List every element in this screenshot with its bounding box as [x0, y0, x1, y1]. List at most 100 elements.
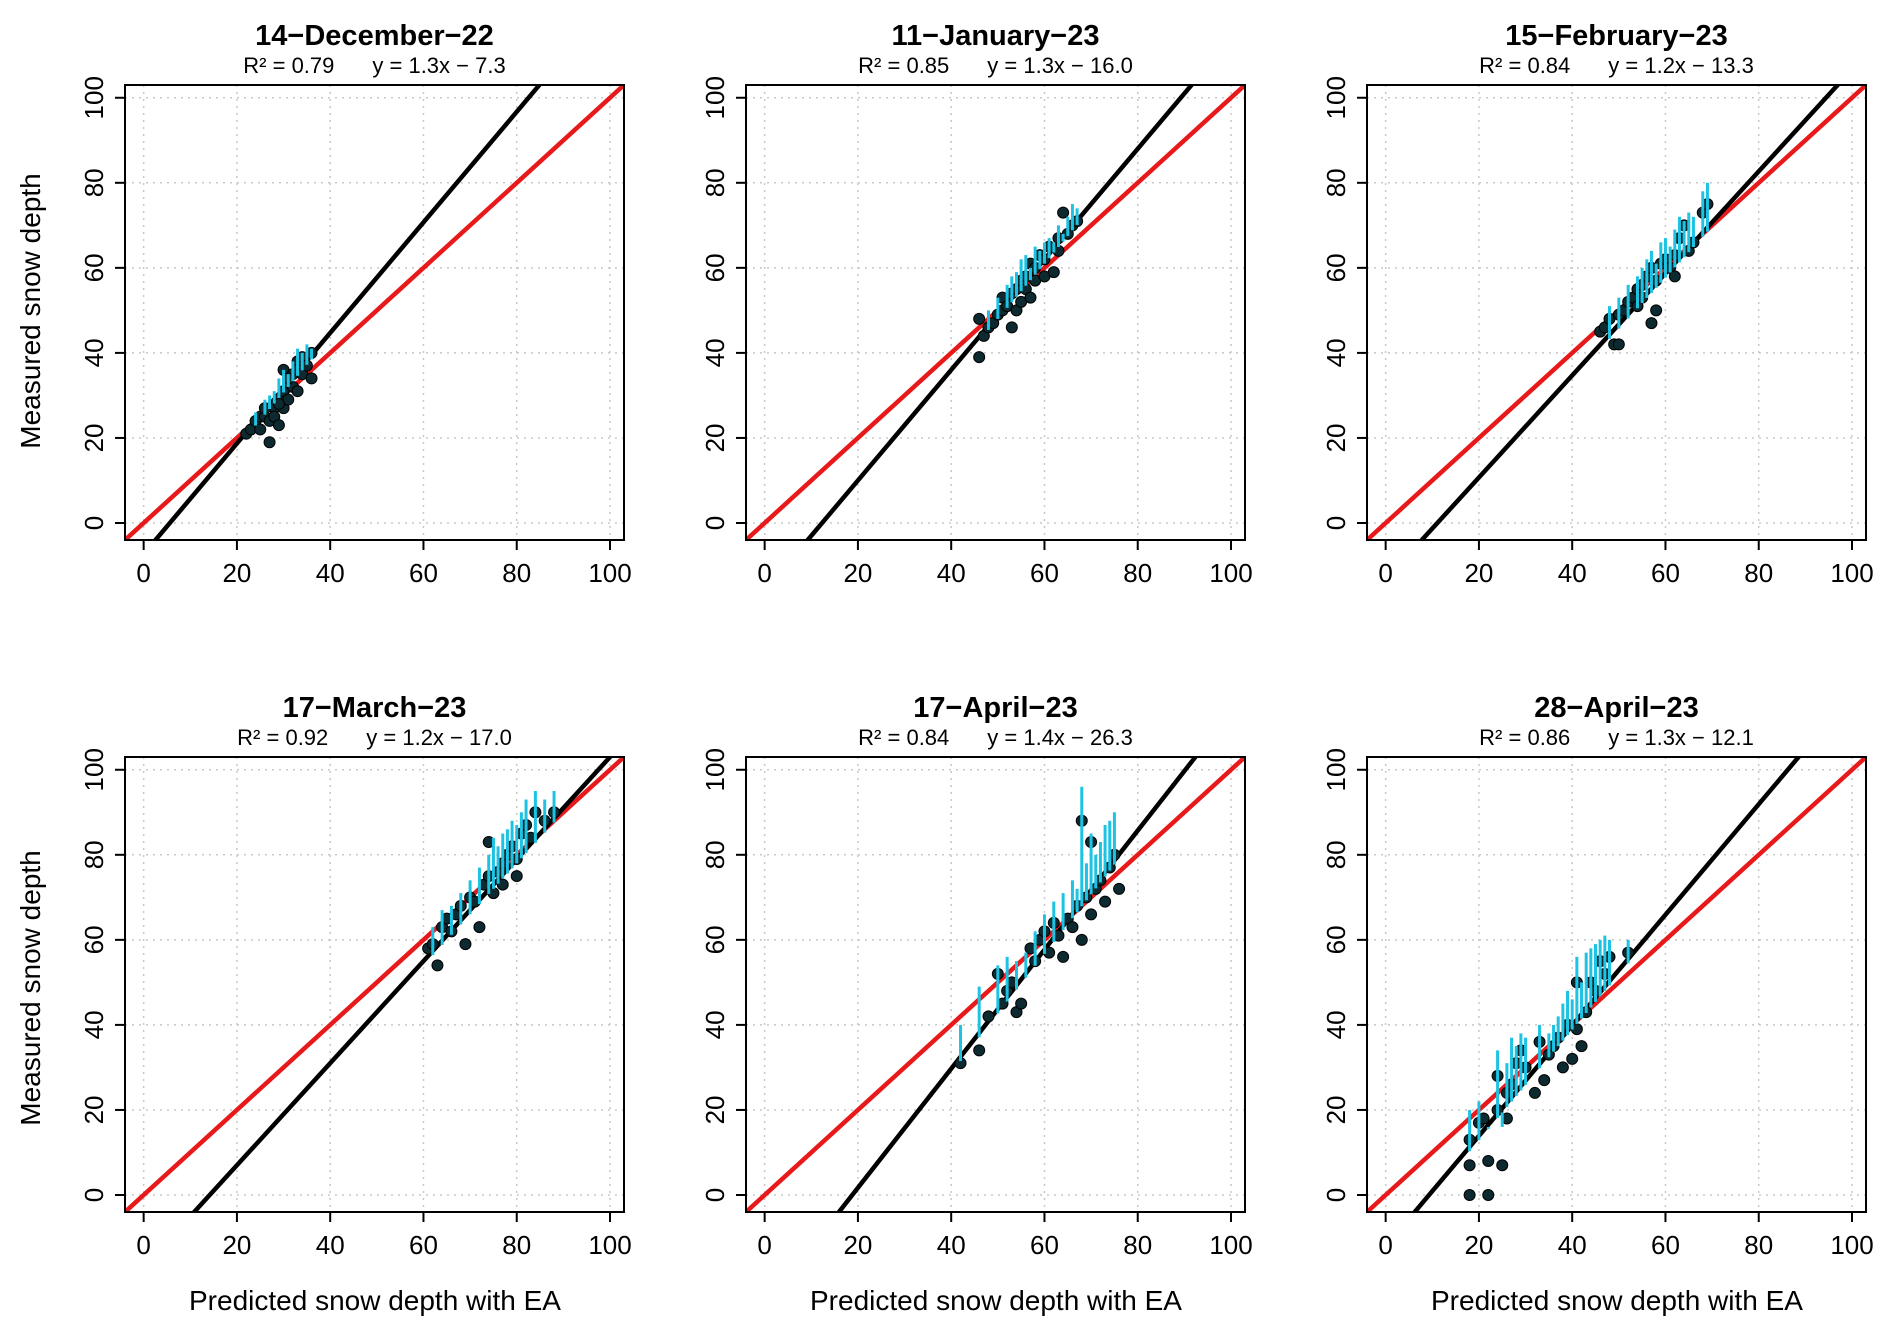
y-tick-label: 100	[79, 76, 109, 119]
y-tick-label: 0	[700, 1188, 730, 1202]
data-point	[1099, 895, 1112, 908]
data-point	[1566, 1052, 1579, 1065]
y-tick-label: 60	[700, 253, 730, 282]
x-tick-label: 20	[222, 1230, 251, 1260]
regression-line	[1418, 85, 1841, 540]
data-point	[510, 870, 523, 883]
y-tick-label: 40	[79, 338, 109, 367]
y-tick-label: 100	[700, 76, 730, 119]
data-point	[1482, 1154, 1495, 1167]
x-tick-label: 80	[502, 1230, 531, 1260]
regression-line	[191, 757, 614, 1212]
r2-label: R² = 0.92	[237, 725, 328, 750]
y-tick-label: 100	[700, 748, 730, 791]
plot-frame	[124, 84, 625, 541]
chart-panel: 0 20 40 60 80 100 0 20 40 60 80 100 14−December−22R²…	[79, 20, 632, 588]
x-tick-label: 20	[1464, 558, 1493, 588]
x-tick-label: 80	[1744, 1230, 1773, 1260]
x-tick-label: 100	[1830, 558, 1873, 588]
x-axis-label-right: Predicted snow depth with EA	[1431, 1285, 1803, 1316]
data-point	[459, 938, 472, 951]
r2-label: R² = 0.79	[243, 53, 334, 78]
panel-title: 11−January−23	[891, 20, 1099, 52]
x-tick-label: 100	[1209, 558, 1252, 588]
y-tick-label: 60	[1321, 925, 1351, 954]
equation-label: y = 1.3x − 16.0	[987, 53, 1133, 78]
one-to-one-line	[1367, 757, 1866, 1212]
r2-label: R² = 0.84	[1479, 53, 1570, 78]
y-tick-label: 0	[79, 1188, 109, 1202]
data-point	[1057, 950, 1070, 963]
data-point	[973, 1044, 986, 1057]
r2-label: R² = 0.85	[858, 53, 949, 78]
data-point	[1005, 321, 1018, 334]
y-tick-label: 80	[79, 168, 109, 197]
equation-label: y = 1.2x − 13.3	[1608, 53, 1754, 78]
x-tick-label: 0	[757, 558, 771, 588]
regression-line	[836, 757, 1199, 1212]
y-tick-label: 60	[700, 925, 730, 954]
data-point	[1645, 317, 1658, 330]
data-point	[254, 423, 267, 436]
y-tick-label: 40	[1321, 1010, 1351, 1039]
panel-title: 14−December−22	[255, 20, 494, 52]
plot-frame	[1366, 84, 1867, 541]
data-point	[1047, 266, 1060, 279]
x-tick-label: 80	[1123, 558, 1152, 588]
panels: 0 20 40 60 80 10002040608010014−December−22R²…	[79, 20, 1874, 1260]
y-tick-label: 60	[79, 925, 109, 954]
panel-title: 28−April−23	[1534, 692, 1698, 724]
data-point	[1482, 1188, 1495, 1201]
x-tick-label: 100	[1209, 1230, 1252, 1260]
x-tick-label: 60	[1030, 558, 1059, 588]
r2-label: R² = 0.86	[1479, 725, 1570, 750]
one-to-one-line	[746, 757, 1245, 1212]
panel-title: 17−March−23	[283, 692, 467, 724]
panel-stats: R² = 0.92 y = 1.2x − 17.0	[237, 725, 512, 750]
data-point	[1015, 997, 1028, 1010]
regression-line	[1411, 757, 1802, 1212]
y-tick-label: 40	[700, 1010, 730, 1039]
x-tick-label: 100	[588, 558, 631, 588]
y-tick-label: 80	[700, 168, 730, 197]
y-tick-label: 80	[1321, 168, 1351, 197]
chart-panel: 0 20 40 60 80 100 0 20 40 60 80 100 15−February−23R²…	[1321, 20, 1874, 588]
data-point	[1496, 1159, 1509, 1172]
x-tick-label: 60	[1651, 1230, 1680, 1260]
data-point	[305, 372, 318, 385]
data-point	[431, 959, 444, 972]
panel-title: 15−February−23	[1505, 20, 1727, 52]
r2-label: R² = 0.84	[858, 725, 949, 750]
x-tick-label: 40	[937, 558, 966, 588]
x-tick-label: 80	[502, 558, 531, 588]
data-point	[1650, 304, 1663, 317]
y-tick-label: 0	[1321, 516, 1351, 530]
data-point	[1066, 921, 1079, 934]
plot-frame	[124, 756, 625, 1213]
x-tick-label: 20	[843, 1230, 872, 1260]
y-tick-label: 20	[1321, 423, 1351, 452]
y-axis-label-top: Measured snow depth	[15, 173, 46, 449]
data-point	[1085, 908, 1098, 921]
data-point	[1528, 1086, 1541, 1099]
x-tick-label: 40	[1558, 1230, 1587, 1260]
equation-label: y = 1.3x − 12.1	[1608, 725, 1754, 750]
plot-frame	[1366, 756, 1867, 1213]
data-point	[1575, 1040, 1588, 1053]
x-tick-label: 0	[757, 1230, 771, 1260]
panel-stats: R² = 0.84 y = 1.2x − 13.3	[1479, 53, 1754, 78]
y-tick-label: 0	[79, 516, 109, 530]
y-tick-label: 20	[1321, 1095, 1351, 1124]
y-tick-label: 20	[700, 1095, 730, 1124]
data-point	[1556, 1061, 1569, 1074]
y-tick-label: 100	[79, 748, 109, 791]
plot-area	[746, 85, 1245, 540]
data-point	[272, 419, 285, 432]
x-tick-label: 80	[1123, 1230, 1152, 1260]
y-tick-label: 40	[700, 338, 730, 367]
y-tick-label: 100	[1321, 76, 1351, 119]
data-point	[982, 1010, 995, 1023]
